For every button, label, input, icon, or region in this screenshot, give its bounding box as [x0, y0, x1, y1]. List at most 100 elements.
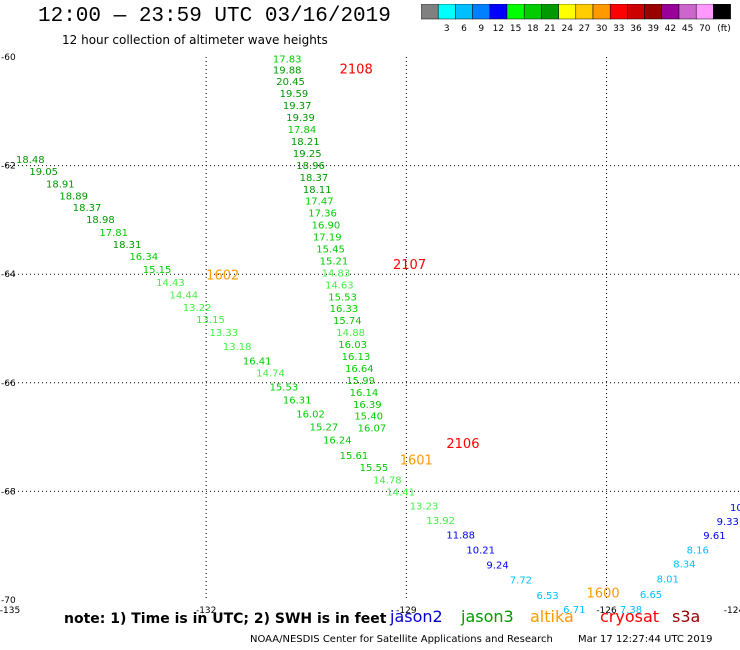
- wave-height-label-cryosat: 18.37: [300, 173, 329, 184]
- wave-height-label-altika: 6.53: [536, 591, 558, 602]
- color-scale-swatch: [609, 4, 628, 20]
- axis-tick-labels: -135-132-129-126-123-124-60-62-64-66-68-…: [0, 53, 740, 616]
- wave-height-label-altika: 7.72: [510, 576, 532, 587]
- grid-lines: [6, 57, 740, 600]
- time-label: 1601: [400, 453, 433, 468]
- wave-height-label-cryosat: 19.59: [280, 89, 309, 100]
- wave-height-label-altika: 13.18: [223, 342, 252, 353]
- wave-height-label-jason3: 7.38: [620, 605, 642, 616]
- y-tick-label: -68: [1, 487, 16, 497]
- wave-height-label-cryosat: 18.21: [291, 137, 320, 148]
- wave-height-label-altika: 16.31: [283, 395, 312, 406]
- y-tick-label: -70: [1, 596, 16, 606]
- wave-height-label-altika: 13.33: [210, 328, 239, 339]
- time-label: 2107: [393, 258, 426, 273]
- y-tick-label: -60: [1, 53, 16, 63]
- color-scale-label: 70: [699, 24, 711, 34]
- satellite-legend-jason2: jason2: [390, 607, 443, 626]
- wave-height-label-cryosat: 14.88: [336, 328, 365, 339]
- wave-height-label-altika: 16.41: [243, 356, 272, 367]
- color-scale-label: 3: [444, 24, 450, 34]
- color-scale-swatch: [472, 4, 491, 20]
- wave-height-label-altika: 6.71: [563, 605, 585, 616]
- color-scale-label: 12: [493, 24, 504, 34]
- color-scale-label: 27: [579, 24, 590, 34]
- wave-height-label-cryosat: 17.84: [288, 125, 317, 136]
- color-scale-unit: (ft): [717, 24, 731, 34]
- wave-height-label-cryosat: 15.21: [320, 256, 349, 267]
- wave-height-label-cryosat: 15.45: [316, 244, 345, 255]
- color-scale-label: 6: [461, 24, 467, 34]
- wave-height-label-altika: 13.15: [196, 315, 225, 326]
- wave-height-label-cryosat: 16.33: [330, 304, 359, 315]
- wave-height-label-cryosat: 16.13: [342, 352, 371, 363]
- wave-height-label-cryosat: 19.25: [293, 149, 322, 160]
- wave-height-label-cryosat: 15.99: [346, 376, 375, 387]
- wave-height-label-altika: 15.61: [340, 451, 369, 462]
- wave-height-label-altika: 13.23: [410, 501, 439, 512]
- color-scale-label: 9: [478, 24, 484, 34]
- color-scale-label: 39: [647, 24, 659, 34]
- wave-height-label-altika: 9.24: [486, 561, 508, 572]
- wave-height-label-cryosat: 17.36: [308, 209, 337, 220]
- wave-height-label-jason3: 8.34: [673, 559, 695, 570]
- wave-height-label-cryosat: 15.53: [328, 292, 357, 303]
- wave-height-label-altika: 16.34: [129, 252, 158, 263]
- color-scale-swatch: [644, 4, 663, 20]
- color-scale-label: 24: [561, 24, 573, 34]
- color-scale-label: 18: [527, 24, 539, 34]
- color-scale-label: 42: [665, 24, 676, 34]
- color-scale-swatch: [695, 4, 714, 20]
- x-tick-label: -124: [724, 606, 740, 616]
- wave-height-label-altika: 14.41: [386, 488, 415, 499]
- wave-height-label-cryosat: 17.47: [305, 197, 334, 208]
- wave-height-label-cryosat: 16.14: [350, 388, 379, 399]
- color-scale-swatch: [627, 4, 645, 20]
- time-label: 1602: [206, 269, 239, 284]
- satellite-legend-altika: altika: [530, 607, 574, 626]
- wave-height-label-cryosat: 15.40: [354, 412, 383, 423]
- wave-height-label-cryosat: 18.11: [303, 185, 332, 196]
- wave-height-label-altika: 10.21: [466, 545, 495, 556]
- wave-height-label-altika: 18.37: [73, 203, 102, 214]
- satellite-legend-s3a: s3a: [672, 607, 701, 626]
- wave-height-label-cryosat: 16.03: [338, 340, 367, 351]
- note-text: note: 1) Time is in UTC; 2) SWH is in fe…: [64, 611, 387, 627]
- wave-height-label-jason3: 6.65: [640, 590, 662, 601]
- wave-height-label-cryosat: 15.74: [333, 316, 362, 327]
- wave-height-label-cryosat: 16.64: [345, 364, 374, 375]
- wave-height-label-altika: 15.27: [310, 423, 339, 434]
- wave-height-label-altika: 19.05: [29, 167, 58, 178]
- color-scale-swatch: [592, 4, 611, 20]
- y-tick-label: -64: [1, 270, 16, 280]
- wave-height-label-cryosat: 14.83: [322, 268, 351, 279]
- wave-height-label-cryosat: 16.90: [312, 221, 341, 232]
- wave-height-label-cryosat: 17.83: [273, 54, 302, 65]
- color-scale-label: 33: [613, 24, 624, 34]
- color-scale-swatch: [713, 4, 731, 20]
- color-scale-swatch: [523, 4, 542, 20]
- wave-height-label-cryosat: 16.39: [353, 400, 382, 411]
- chart-title: 12:00 — 23:59 UTC 03/16/2019: [38, 5, 391, 28]
- color-scale-label: 30: [596, 24, 608, 34]
- wave-height-label-altika: 14.43: [156, 278, 185, 289]
- wave-height-label-altika: 15.15: [143, 265, 172, 276]
- x-tick-label: -126: [596, 606, 617, 616]
- wave-height-label-cryosat: 19.39: [286, 113, 315, 124]
- color-scale-swatch: [506, 4, 525, 20]
- satellite-legend-jason3: jason3: [461, 607, 514, 626]
- wave-height-label-altika: 14.44: [169, 291, 198, 302]
- color-scale-swatch: [455, 4, 473, 20]
- wave-height-label-altika: 13.22: [183, 303, 212, 314]
- color-scale-swatch: [558, 4, 577, 20]
- y-tick-label: -66: [1, 379, 16, 389]
- satellite-legend-cryosat: cryosat: [600, 607, 660, 626]
- wave-height-label-altika: 17.81: [99, 228, 128, 239]
- wave-height-label-jason3: 8.01: [657, 575, 679, 586]
- wave-height-label-altika: 15.55: [360, 463, 389, 474]
- wave-height-label-altika: 14.78: [373, 475, 402, 486]
- credit-text: NOAA/NESDIS Center for Satellite Applica…: [250, 634, 553, 645]
- x-tick-label: -132: [196, 606, 216, 616]
- wave-height-points: 17.8319.8820.4519.5919.3719.3917.8418.21…: [16, 54, 740, 616]
